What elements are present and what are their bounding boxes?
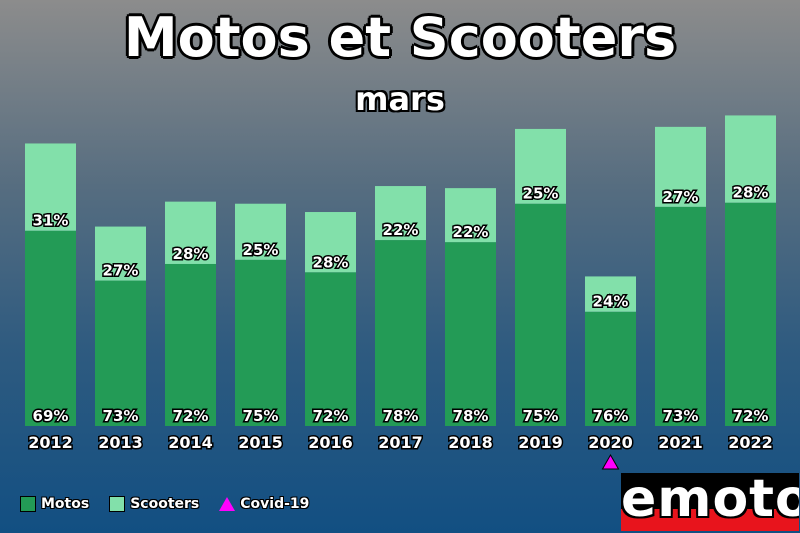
label-scooters-2018: 22% bbox=[453, 223, 489, 241]
bar-motos-2015 bbox=[235, 259, 286, 426]
label-scooters-2015: 25% bbox=[243, 241, 279, 259]
tick-label-2018: 2018 bbox=[448, 433, 493, 452]
label-motos-2017: 78% bbox=[383, 407, 419, 425]
bar-motos-2022 bbox=[725, 202, 776, 426]
label-motos-2013: 73% bbox=[103, 407, 139, 425]
legend: Motos Scooters Covid-19 bbox=[20, 496, 329, 512]
label-scooters-2016: 28% bbox=[313, 253, 349, 271]
tick-label-2012: 2012 bbox=[28, 433, 73, 452]
bar-scooters-2019 bbox=[515, 128, 566, 204]
legend-label-motos: Motos bbox=[41, 496, 90, 512]
legend-item-covid: Covid-19 bbox=[219, 496, 309, 512]
tick-label-2022: 2022 bbox=[728, 433, 773, 452]
bar-scooters-2022 bbox=[725, 115, 776, 203]
bar-motos-2019 bbox=[515, 203, 566, 426]
tick-label-2021: 2021 bbox=[658, 433, 703, 452]
bar-scooters-2012 bbox=[25, 143, 76, 231]
chart-title: Motos et Scooters bbox=[123, 6, 677, 69]
legend-swatch-motos bbox=[20, 496, 36, 512]
bar-motos-2017 bbox=[375, 240, 426, 426]
label-motos-2022: 72% bbox=[733, 407, 769, 425]
label-motos-2021: 73% bbox=[663, 407, 699, 425]
label-motos-2019: 75% bbox=[523, 407, 559, 425]
bar-scooters-2013 bbox=[95, 226, 146, 281]
bar-scooters-2020 bbox=[585, 276, 636, 312]
label-motos-2016: 72% bbox=[313, 407, 349, 425]
legend-label-covid: Covid-19 bbox=[240, 496, 310, 512]
bar-motos-2021 bbox=[655, 206, 706, 426]
tick-label-2019: 2019 bbox=[518, 433, 563, 452]
label-scooters-2021: 27% bbox=[663, 188, 699, 206]
logo-red-band bbox=[621, 509, 799, 531]
label-scooters-2019: 25% bbox=[523, 185, 559, 203]
legend-item-motos: Motos bbox=[20, 496, 89, 512]
tick-label-2017: 2017 bbox=[378, 433, 423, 452]
logo-wordmark: emoto bbox=[621, 473, 799, 529]
bar-motos-2014 bbox=[165, 263, 216, 426]
label-scooters-2014: 28% bbox=[173, 245, 209, 263]
bar-motos-2016 bbox=[305, 272, 356, 426]
covid-marker-2020 bbox=[601, 453, 620, 470]
legend-item-scooters: Scooters bbox=[109, 496, 199, 512]
bar-scooters-2014 bbox=[165, 201, 216, 264]
bar-motos-2018 bbox=[445, 242, 496, 426]
bar-motos-2013 bbox=[95, 280, 146, 426]
legend-label-scooters: Scooters bbox=[130, 496, 200, 512]
emoto-logo: emoto bbox=[621, 473, 799, 531]
tick-label-2020: 2020 bbox=[588, 433, 633, 452]
label-scooters-2022: 28% bbox=[733, 184, 769, 202]
label-scooters-2013: 27% bbox=[103, 262, 139, 280]
label-motos-2020: 76% bbox=[593, 407, 629, 425]
tick-label-2014: 2014 bbox=[168, 433, 213, 452]
bar-scooters-2017 bbox=[375, 186, 426, 241]
bar-scooters-2018 bbox=[445, 188, 496, 243]
bar-motos-2012 bbox=[25, 230, 76, 426]
bar-scooters-2016 bbox=[305, 212, 356, 273]
label-scooters-2020: 24% bbox=[593, 293, 629, 311]
label-motos-2014: 72% bbox=[173, 407, 209, 425]
chart-subtitle: mars bbox=[355, 80, 445, 118]
label-scooters-2017: 22% bbox=[383, 221, 419, 239]
label-motos-2012: 69% bbox=[33, 407, 69, 425]
label-motos-2015: 75% bbox=[243, 407, 279, 425]
triangle-icon bbox=[219, 497, 236, 511]
bar-scooters-2021 bbox=[655, 126, 706, 207]
label-motos-2018: 78% bbox=[453, 407, 489, 425]
bar-scooters-2015 bbox=[235, 203, 286, 260]
tick-label-2016: 2016 bbox=[308, 433, 353, 452]
legend-swatch-scooters bbox=[109, 496, 126, 512]
label-scooters-2012: 31% bbox=[33, 212, 69, 230]
bar-motos-2020 bbox=[585, 311, 636, 426]
tick-label-2015: 2015 bbox=[238, 433, 283, 452]
tick-label-2013: 2013 bbox=[98, 433, 143, 452]
